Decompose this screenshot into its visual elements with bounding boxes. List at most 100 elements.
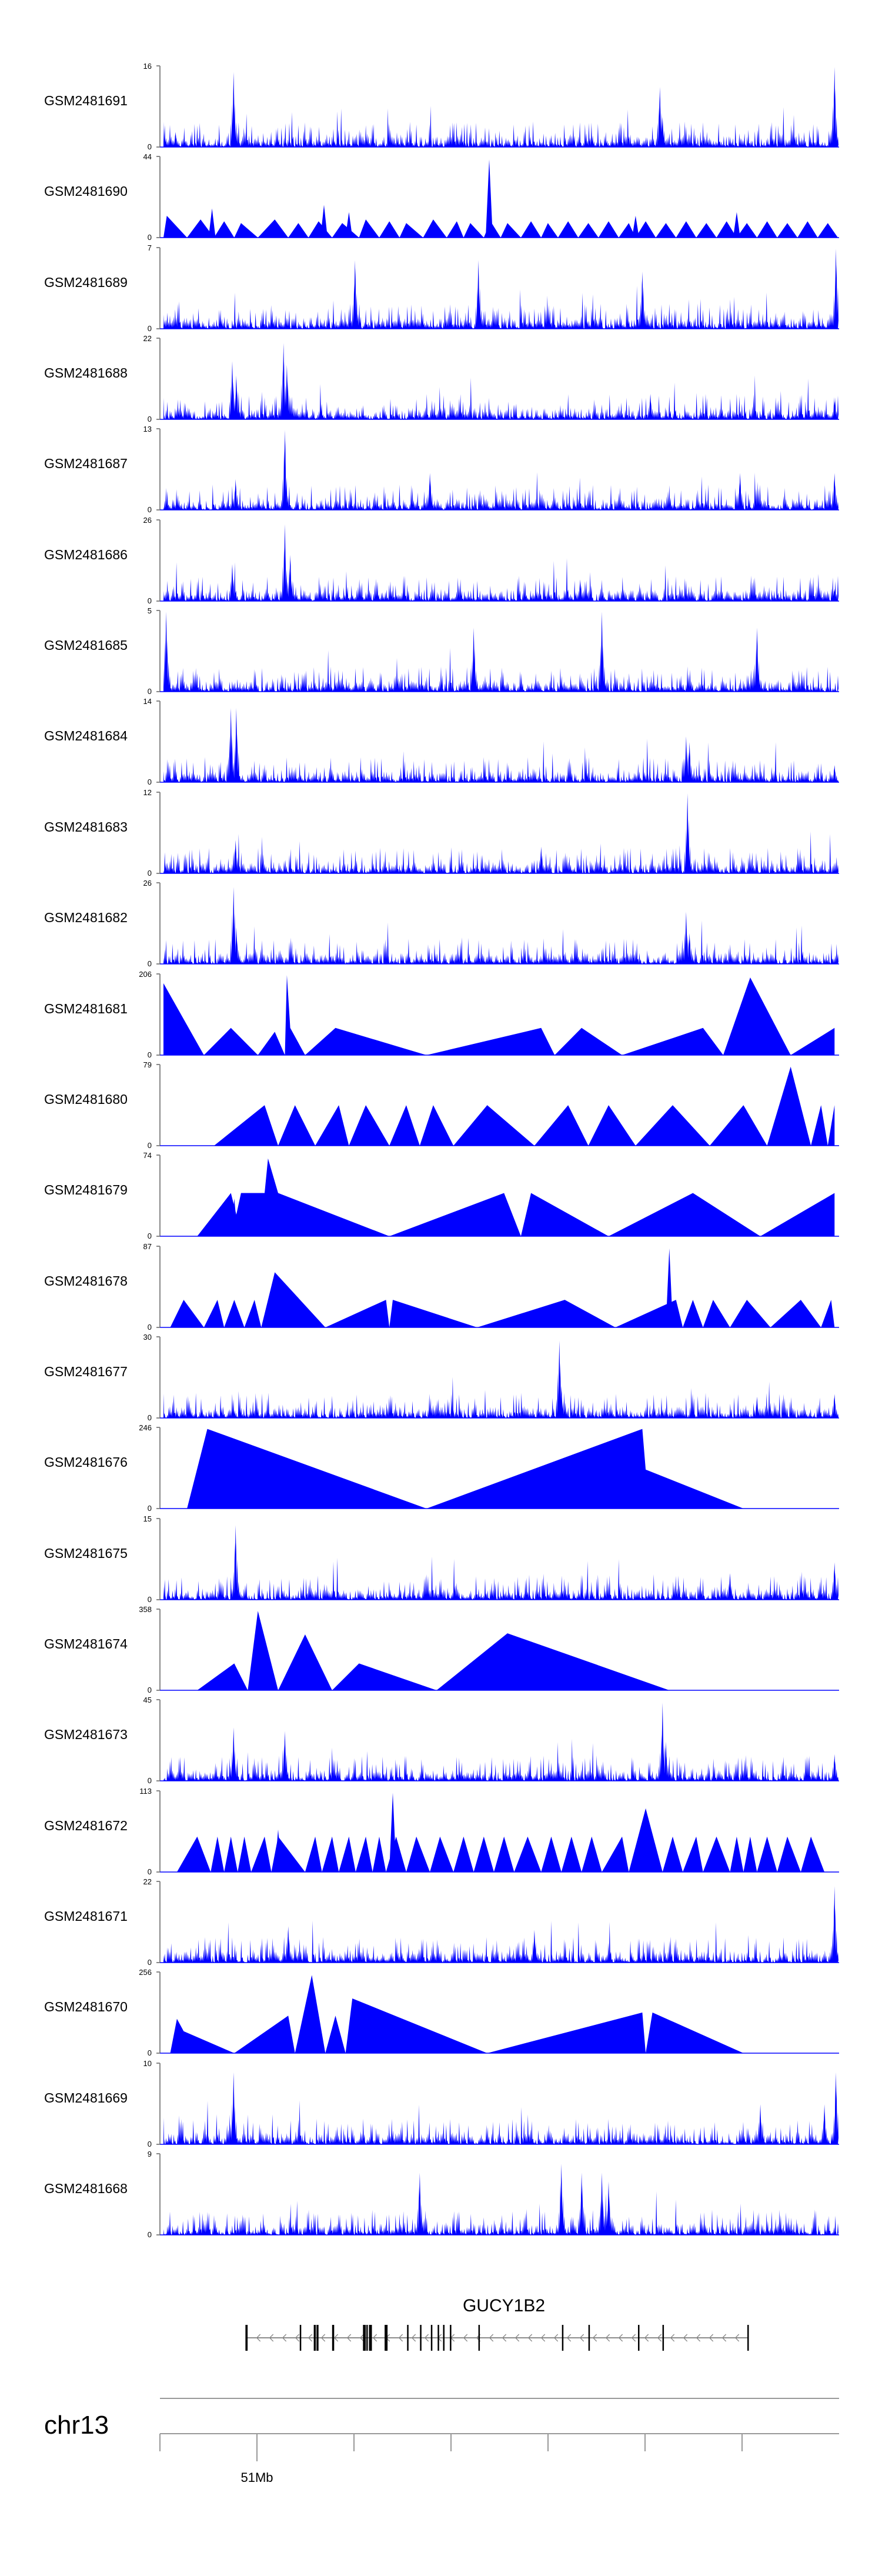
y-min-label: 0 (148, 778, 152, 786)
coverage-peak (607, 2181, 610, 2235)
y-max-label: 22 (143, 1877, 152, 1886)
coverage-area (163, 82, 838, 147)
track-label: GSM2481676 (44, 1454, 128, 1470)
coverage-peak (477, 260, 480, 329)
y-max-label: 22 (143, 334, 152, 343)
y-max-label: 113 (139, 1787, 152, 1796)
coverage-peak (739, 473, 742, 510)
y-min-label: 0 (148, 959, 152, 968)
strand-arrow (411, 2334, 416, 2342)
track-label: GSM2481672 (44, 1818, 128, 1833)
coverage-peak (834, 2072, 838, 2144)
coverage-peak (208, 208, 216, 238)
track-GSM2481687: GSM2481687 13 0 (44, 425, 839, 514)
strand-arrow (683, 2334, 688, 2342)
track-GSM2481673: GSM2481673 45 0 (44, 1696, 839, 1785)
coverage-peak (658, 87, 662, 147)
coverage-peak (579, 579, 582, 601)
coverage-peak (729, 1573, 731, 1600)
coverage-peak (664, 1741, 667, 1781)
coverage-peak (533, 1930, 536, 1963)
y-max-label: 16 (143, 62, 152, 71)
coverage-area (163, 1904, 838, 1963)
strand-arrow (398, 2334, 403, 2342)
track-label: GSM2481670 (44, 1999, 128, 2014)
coverage-peak (661, 117, 664, 147)
coverage-area (163, 362, 838, 419)
track-label: GSM2481675 (44, 1546, 128, 1561)
exon (366, 2325, 368, 2351)
coverage-peak (230, 361, 234, 419)
coverage-area (163, 265, 838, 329)
coverage-peak (834, 249, 838, 329)
strand-arrow (709, 2334, 714, 2342)
track-GSM2481682: GSM2481682 26 0 (44, 879, 839, 968)
track-GSM2481683: GSM2481683 12 0 (44, 788, 839, 877)
exon (478, 2325, 480, 2351)
coverage-peak (472, 628, 476, 692)
exon (369, 2325, 372, 2351)
coverage-area (170, 1272, 835, 1327)
coverage-peak (235, 708, 238, 782)
track-label: GSM2481685 (44, 638, 128, 653)
coverage-peak (539, 846, 543, 873)
coverage-peak (235, 927, 238, 964)
coverage-peak (557, 1340, 561, 1418)
coverage-peak (560, 1386, 563, 1418)
track-GSM2481675: GSM2481675 15 0 (44, 1514, 839, 1604)
y-min-label: 0 (148, 1504, 152, 1513)
strand-arrow (721, 2334, 727, 2342)
coverage-area (214, 1066, 835, 1146)
y-min-label: 0 (148, 1595, 152, 1604)
exon (443, 2325, 445, 2351)
strand-arrow (320, 2334, 326, 2342)
coverage-peak (560, 2164, 563, 2235)
exon (420, 2325, 422, 2351)
y-max-label: 26 (143, 516, 152, 525)
track-GSM2481686: GSM2481686 26 0 (44, 516, 839, 605)
track-label: GSM2481688 (44, 365, 128, 381)
y-min-label: 0 (148, 142, 152, 151)
exon (299, 2325, 302, 2351)
chromosome-label: chr13 (44, 2411, 109, 2440)
chromosome-axis: chr13 51Mb (44, 2398, 839, 2485)
coverage-area (176, 1808, 825, 1872)
strand-arrow (489, 2334, 494, 2342)
coverage-peak (234, 840, 238, 873)
coverage-peak (232, 72, 235, 147)
track-GSM2481690: GSM2481690 44 0 (44, 152, 839, 242)
y-max-label: 206 (139, 970, 152, 979)
track-GSM2481678: GSM2481678 87 0 (44, 1242, 839, 1332)
y-min-label: 0 (148, 2140, 152, 2148)
y-max-label: 14 (143, 697, 152, 706)
coverage-peak (285, 365, 289, 419)
track-GSM2481676: GSM2481676 246 0 (44, 1423, 839, 1513)
exon (316, 2325, 319, 2351)
coverage-area (187, 1429, 744, 1509)
exon (638, 2325, 640, 2351)
strand-arrow (657, 2334, 662, 2342)
strand-arrow (527, 2334, 533, 2342)
y-max-label: 13 (143, 425, 152, 433)
coverage-peak (250, 1209, 258, 1236)
y-min-label: 0 (148, 869, 152, 877)
track-label: GSM2481679 (44, 1182, 128, 1197)
coverage-area (163, 1542, 838, 1600)
track-GSM2481668: GSM2481668 9 0 (44, 2150, 839, 2239)
coverage-peak (283, 430, 286, 510)
exon (588, 2325, 590, 2351)
coverage-area (197, 1611, 670, 1690)
coverage-peak (632, 215, 639, 238)
y-max-label: 12 (143, 788, 152, 797)
y-max-label: 9 (148, 2150, 152, 2158)
y-min-label: 0 (148, 415, 152, 423)
y-max-label: 87 (143, 1242, 152, 1251)
coverage-peak (666, 1248, 673, 1327)
track-GSM2481688: GSM2481688 22 0 (44, 334, 839, 423)
track-GSM2481671: GSM2481671 22 0 (44, 1877, 839, 1967)
coverage-peak (234, 1525, 238, 1600)
track-label: GSM2481689 (44, 275, 128, 290)
coverage-peak (833, 473, 836, 510)
gene-name: GUCY1B2 (463, 2296, 545, 2315)
